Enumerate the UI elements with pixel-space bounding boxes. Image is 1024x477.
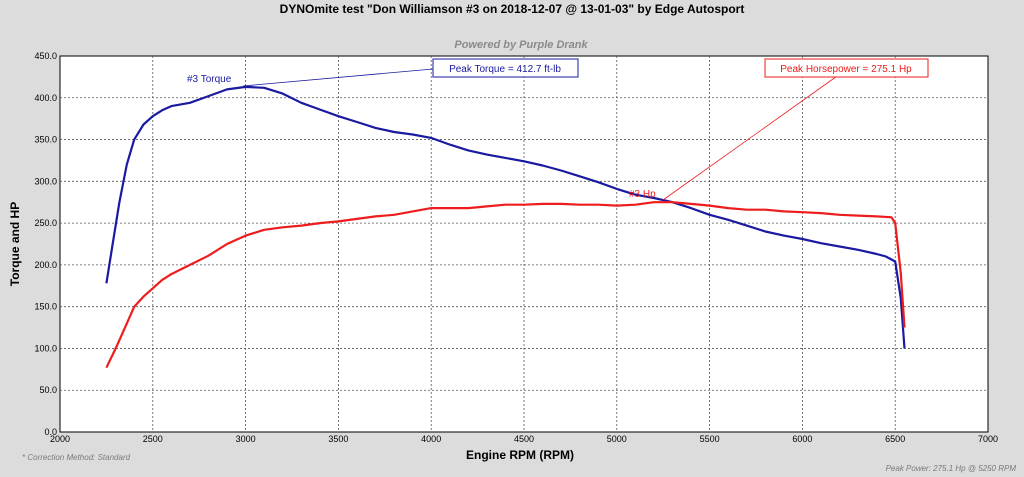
torque-series-label: #3 Torque (187, 74, 232, 85)
y-tick-label: 50.0 (39, 385, 57, 395)
peak-torque-leader (242, 68, 434, 87)
peak-torque-box (432, 58, 579, 78)
x-tick-label: 5000 (607, 434, 627, 444)
chart-title: DYNOmite test "Don Williamson #3 on 2018… (280, 2, 745, 16)
y-tick-label: 250.0 (34, 218, 57, 228)
peak-hp-label: Peak Horsepower = 275.1 Hp (780, 64, 912, 75)
y-tick-label: 200.0 (34, 260, 57, 270)
correction-method-note: * Correction Method: Standard (22, 453, 131, 462)
y-tick-label: 100.0 (34, 343, 57, 353)
torque-series-line (105, 85, 906, 349)
x-tick-label: 3000 (236, 434, 256, 444)
x-tick-labels: 2000 2500 3000 3500 4000 4500 5000 5500 6000 6500… (50, 434, 998, 444)
y-tick-label: 450.0 (34, 51, 57, 61)
y-tick-label: 350.0 (34, 135, 57, 145)
y-tick-label: 300.0 (34, 176, 57, 186)
x-tick-label: 5500 (700, 434, 720, 444)
y-tick-label: 0.0 (44, 427, 57, 437)
x-tick-label: 4000 (421, 434, 441, 444)
x-tick-label: 3500 (328, 434, 348, 444)
x-tick-label: 6500 (885, 434, 905, 444)
y-tick-label: 150.0 (34, 302, 57, 312)
hp-series-label: #3 Hp (629, 189, 656, 200)
y-tick-labels: 0.0 50.0 100.0 150.0 200.0 250.0 300.0 350.0 400… (34, 51, 57, 437)
x-tick-label: 4500 (514, 434, 534, 444)
y-axis-label: Torque and HP (8, 202, 22, 286)
x-tick-label: 2500 (143, 434, 163, 444)
peak-torque-label: Peak Torque = 412.7 ft-lb (449, 64, 561, 75)
grid-lines (60, 56, 988, 432)
peak-hp-box (764, 58, 929, 78)
x-tick-label: 2000 (50, 434, 70, 444)
y-tick-label: 400.0 (34, 93, 57, 103)
chart-subtitle: Powered by Purple Drank (454, 39, 588, 51)
peak-hp-leader (662, 73, 841, 201)
x-axis-label: Engine RPM (RPM) (466, 448, 574, 462)
x-tick-label: 6000 (792, 434, 812, 444)
x-tick-label: 7000 (978, 434, 998, 444)
hp-series-line (105, 201, 906, 369)
peak-power-note: Peak Power: 275.1 Hp @ 5250 RPM (886, 464, 1017, 473)
